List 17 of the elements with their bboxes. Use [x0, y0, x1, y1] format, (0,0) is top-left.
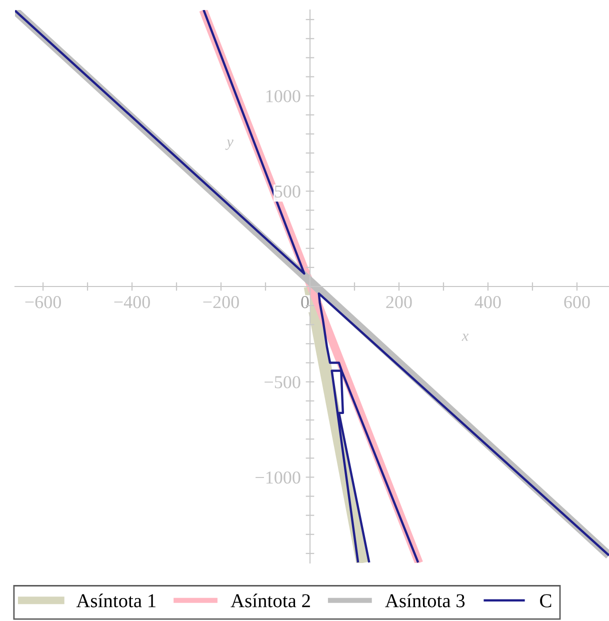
x-tick-label: −600 [25, 296, 61, 308]
x-tick-label: 400 [474, 296, 501, 308]
y-tick-label: −500 [264, 376, 300, 388]
legend-label: C [540, 594, 552, 608]
x-tick-label: 600 [564, 296, 590, 308]
x-tick-label: 0 [301, 296, 309, 308]
y-axis-title: y [225, 140, 234, 150]
legend-label: Asíntota 3 [385, 594, 465, 608]
y-tick-label: −1000 [256, 471, 300, 484]
x-tick-label: −400 [114, 296, 150, 308]
y-tick-label: 500 [274, 185, 300, 198]
legend-label: Asíntota 2 [230, 594, 310, 608]
y-tick-label: 1000 [266, 90, 300, 102]
x-tick-label: 200 [386, 296, 412, 308]
legend-label: Asíntota 1 [76, 594, 156, 608]
x-tick-label: −200 [203, 296, 239, 308]
x-axis-title: x [462, 334, 469, 341]
